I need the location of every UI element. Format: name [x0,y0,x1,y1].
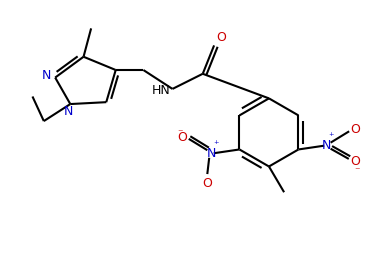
Text: O: O [351,155,360,168]
Text: ⁻: ⁻ [177,128,182,138]
Text: HN: HN [152,84,171,97]
Text: ⁺: ⁺ [329,132,334,142]
Text: O: O [177,131,187,144]
Text: N: N [322,139,332,152]
Text: O: O [351,123,360,136]
Text: N: N [42,69,52,82]
Text: O: O [202,177,212,190]
Text: O: O [216,31,226,43]
Text: N: N [64,105,73,118]
Text: ⁺: ⁺ [213,140,218,150]
Text: N: N [207,147,216,160]
Text: ⁻: ⁻ [355,166,360,176]
